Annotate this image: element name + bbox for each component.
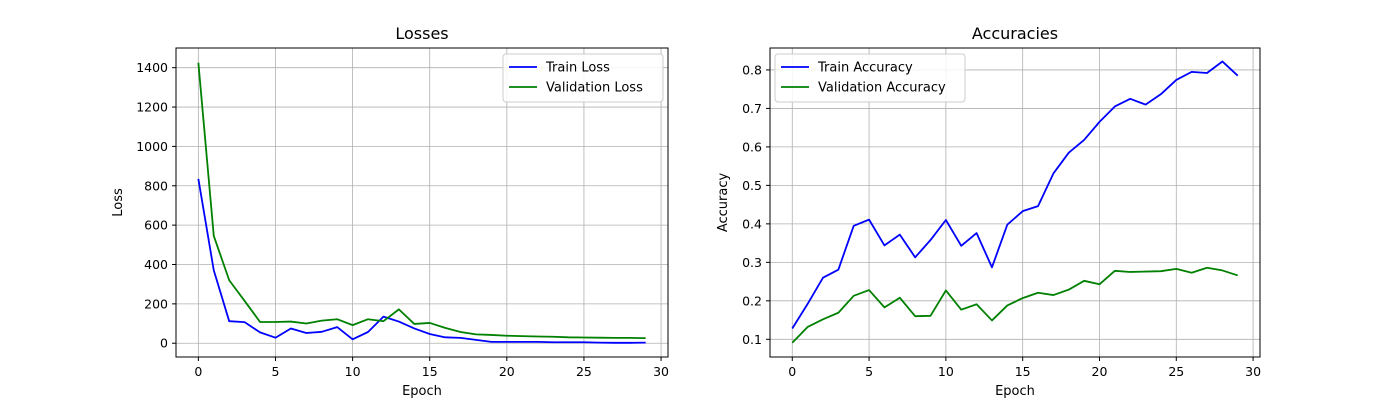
y-tick-label: 800: [144, 178, 168, 193]
y-tick-label: 1400: [136, 60, 168, 75]
y-axis-label: Accuracy: [716, 173, 731, 233]
legend-label-1: Train Accuracy: [817, 61, 913, 76]
x-tick-label: 25: [1168, 364, 1184, 379]
legend-box: [502, 53, 664, 103]
x-tick-label: 5: [272, 364, 280, 379]
x-tick-label: 15: [422, 364, 438, 379]
y-axis-label: Loss: [111, 188, 126, 217]
chart-2: 0 5 10 15 20 25 30 0.1 0.2 0.3 0.4 0.5 0.6 0.7 0.8 Accu…: [716, 24, 1261, 399]
x-tick-label: 0: [194, 364, 202, 379]
y-tick-label: 0: [160, 336, 168, 351]
x-tick-label: 20: [499, 364, 515, 379]
x-tick-label: 0: [788, 364, 796, 379]
x-tick-label: 10: [345, 364, 361, 379]
chart-title: Losses: [395, 24, 448, 43]
y-tick-label: 0.1: [742, 332, 762, 347]
x-tick-label: 15: [1015, 364, 1031, 379]
series-line-2: [197, 62, 646, 340]
y-tick-label: 200: [144, 296, 168, 311]
chart-1: 0 5 10 15 20 25 30 0 200 400 600 800 1000 1200 1400 Los…: [111, 24, 669, 399]
y-tick-label: 0.6: [742, 139, 762, 154]
y-tick-label: 1000: [136, 139, 168, 154]
x-axis-label: Epoch: [402, 384, 442, 399]
plot-frame: [175, 47, 669, 358]
x-tick-label: 5: [865, 364, 873, 379]
y-tick-label: 1200: [136, 100, 168, 115]
series-line-1: [791, 60, 1239, 329]
legend-label-2: Validation Accuracy: [818, 81, 946, 96]
legend: Train Accuracy Validation Accuracy: [774, 53, 966, 103]
series-line-1: [197, 178, 646, 344]
y-tick-label: 400: [144, 257, 168, 272]
y-tick-label: 0.4: [742, 216, 762, 231]
y-tick-label: 0.5: [742, 178, 762, 193]
x-tick-label: 30: [1245, 364, 1261, 379]
y-tick-label: 0.2: [742, 293, 762, 308]
legend-label-2: Validation Loss: [546, 81, 643, 96]
x-tick-label: 10: [938, 364, 954, 379]
x-tick-label: 25: [576, 364, 592, 379]
x-tick-label: 20: [1092, 364, 1108, 379]
y-tick-label: 0.7: [742, 101, 762, 116]
y-tick-label: 0.3: [742, 255, 762, 270]
y-tick-label: 0.8: [742, 62, 762, 77]
legend-box: [774, 53, 966, 103]
y-tick-label: 600: [144, 218, 168, 233]
series-line-2: [791, 266, 1239, 344]
legend: Train Loss Validation Loss: [502, 53, 664, 103]
chart-title: Accuracies: [972, 24, 1058, 43]
plot-frame: [769, 47, 1261, 358]
x-tick-label: 30: [653, 364, 669, 379]
legend-label-1: Train Loss: [545, 61, 610, 76]
x-axis-label: Epoch: [995, 384, 1035, 399]
